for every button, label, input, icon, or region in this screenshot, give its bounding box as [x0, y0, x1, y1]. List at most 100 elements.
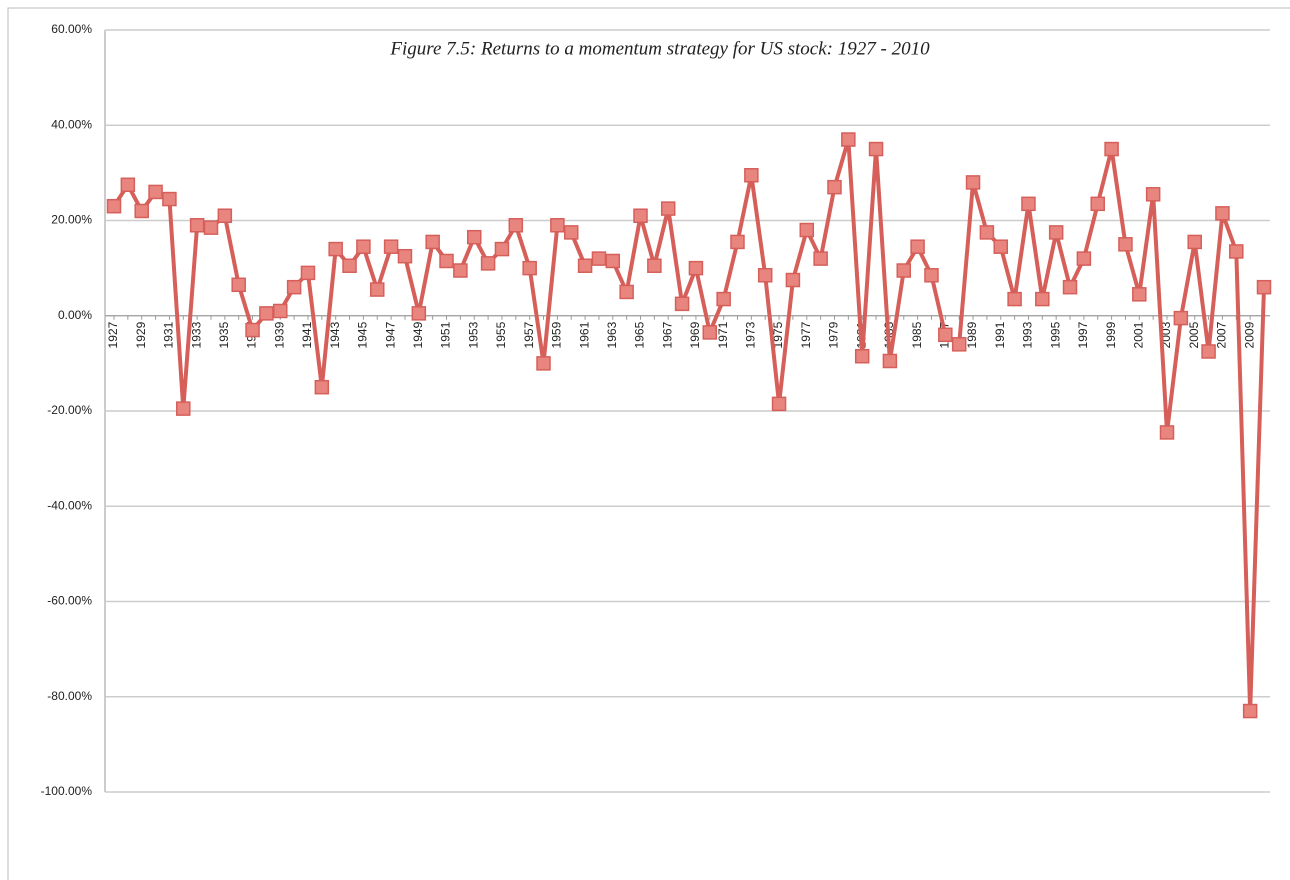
marker	[356, 239, 371, 254]
x-tick-label: 1939	[272, 321, 286, 348]
x-tick-label: 1995	[1048, 321, 1062, 348]
marker	[259, 306, 274, 321]
marker	[965, 175, 981, 190]
x-tick-label: 1973	[744, 321, 758, 348]
marker	[951, 337, 967, 352]
x-tick-label: 1947	[383, 321, 397, 348]
marker	[1187, 234, 1202, 250]
x-tick-label: 1997	[1076, 321, 1090, 348]
x-tick-label: 1961	[577, 321, 591, 348]
x-tick-label: 1963	[605, 321, 619, 348]
marker	[203, 220, 219, 235]
x-tick-label: 1927	[106, 321, 120, 348]
marker	[1062, 279, 1078, 295]
marker	[1048, 225, 1064, 240]
marker	[134, 203, 149, 219]
marker	[466, 229, 482, 245]
marker	[148, 184, 163, 200]
marker	[245, 322, 260, 338]
x-tick-label: 1955	[494, 321, 508, 348]
marker	[1132, 287, 1147, 302]
marker	[619, 284, 634, 300]
x-tick-label: 1931	[162, 321, 176, 348]
marker	[771, 396, 787, 412]
x-tick-label: 1965	[633, 321, 647, 348]
marker	[1229, 244, 1244, 259]
x-tick-label: 1999	[1104, 321, 1118, 348]
marker	[425, 234, 440, 250]
marker	[744, 168, 759, 183]
marker	[411, 306, 427, 321]
x-tick-label: 1935	[217, 321, 231, 348]
marker	[1256, 279, 1272, 295]
marker	[993, 239, 1008, 254]
marker	[688, 260, 704, 276]
marker	[1159, 425, 1175, 440]
marker	[1021, 196, 1036, 212]
marker	[882, 353, 898, 369]
marker	[813, 251, 828, 266]
marker	[1201, 344, 1216, 359]
marker	[120, 177, 136, 193]
chart-title: Figure 7.5: Returns to a momentum strate…	[389, 38, 930, 59]
x-tick-label: 1989	[965, 321, 979, 348]
marker	[494, 241, 510, 257]
x-tick-label: 1943	[328, 321, 342, 348]
marker	[1118, 237, 1133, 252]
marker	[1173, 310, 1189, 326]
x-tick-label: 1953	[466, 321, 480, 348]
y-tick-label: -20.00%	[47, 403, 92, 417]
marker	[1104, 141, 1119, 157]
y-tick-label: -60.00%	[47, 594, 92, 608]
marker	[1035, 291, 1050, 307]
y-tick-label: -40.00%	[47, 498, 92, 512]
x-tick-label: 1977	[799, 321, 813, 348]
marker	[550, 218, 565, 233]
x-tick-label: 2007	[1215, 321, 1229, 348]
marker	[1215, 206, 1230, 221]
marker	[647, 258, 662, 273]
marker	[1145, 187, 1161, 202]
y-tick-label: 0.00%	[58, 308, 92, 322]
marker	[217, 208, 233, 223]
series-line	[112, 137, 1266, 714]
x-tick-label: 1991	[993, 321, 1007, 348]
marker	[702, 325, 718, 340]
marker	[660, 201, 676, 216]
x-tick-label: 1941	[300, 321, 314, 348]
marker	[591, 251, 607, 266]
marker	[383, 239, 399, 254]
x-tick-label: 1969	[688, 321, 702, 348]
y-tick-label: 60.00%	[51, 22, 92, 36]
y-tick-label: -80.00%	[47, 689, 92, 703]
x-tick-label: 1993	[1021, 321, 1035, 348]
marker	[162, 191, 177, 207]
chart-frame	[7, 7, 1290, 880]
marker	[342, 258, 357, 273]
marker	[397, 248, 413, 264]
marker	[979, 225, 995, 240]
marker	[785, 272, 801, 288]
marker	[370, 282, 385, 297]
marker	[314, 379, 330, 395]
x-tick-label: 1967	[660, 321, 674, 348]
marker	[730, 234, 745, 250]
x-tick-label: 1957	[522, 321, 536, 348]
y-tick-label: 20.00%	[51, 213, 92, 227]
marker	[854, 348, 870, 364]
x-tick-label: 1945	[356, 321, 370, 348]
marker	[231, 277, 246, 293]
x-tick-label: 1949	[411, 321, 425, 348]
x-tick-label: 1959	[550, 321, 564, 348]
marker	[176, 401, 191, 416]
x-tick-label: 1929	[134, 321, 148, 348]
x-tick-label: 1975	[771, 321, 785, 348]
marker	[757, 268, 773, 283]
marker	[605, 253, 621, 269]
y-tick-label: -100.00%	[41, 784, 93, 798]
marker	[273, 303, 288, 319]
x-tick-label: 1971	[716, 321, 730, 348]
x-tick-label: 2009	[1242, 321, 1256, 348]
marker	[480, 256, 496, 271]
